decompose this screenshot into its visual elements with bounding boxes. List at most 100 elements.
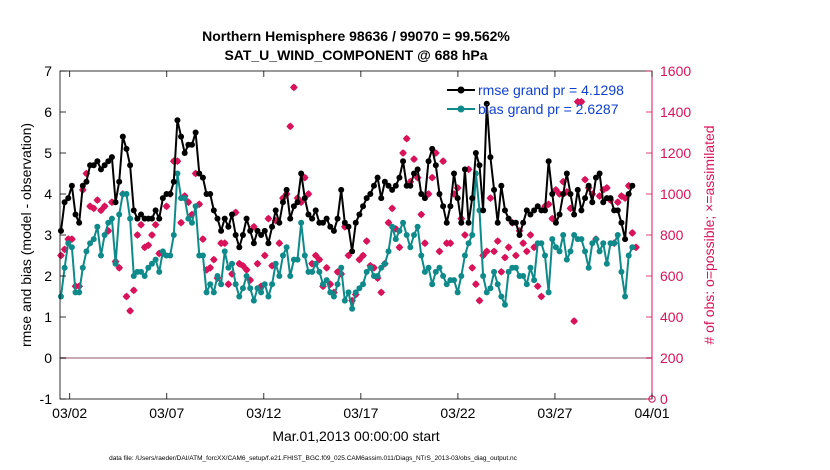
rmse-point [545,158,552,165]
rmse-point [440,203,447,210]
bias-point [360,281,367,288]
rmse-point [276,219,283,226]
bias-point [523,281,530,288]
bias-point [436,264,443,271]
bias-point [254,285,261,292]
bias-point [218,281,225,288]
bias-point [105,219,112,226]
obs-possible-marker [276,240,283,247]
plot-frame [60,71,652,399]
rmse-point [381,178,388,185]
rmse-point [72,211,79,218]
bias-point [101,232,108,238]
bias-point [400,219,407,226]
bias-point [549,236,556,243]
rmse-point [90,162,97,169]
rmse-point [239,232,246,238]
rmse-point [214,215,221,222]
bias-point [563,256,570,263]
rmse-point [385,182,392,189]
obs-possible-marker [134,231,141,239]
bias-point [618,268,625,275]
bias-point [188,219,195,226]
rmse-point [178,133,185,140]
obs-possible-marker [410,156,418,163]
rmse-point [494,219,501,226]
obs-possible-marker [418,211,425,218]
rmse-point [574,186,581,193]
bias-point [341,297,348,304]
obs-possible-marker [316,256,323,263]
rmse-point [556,211,563,218]
bias-point [622,293,629,300]
right-tick-label: 600 [660,268,684,284]
rmse-point [83,178,90,185]
rmse-point [400,158,407,165]
rmse-point [410,170,417,177]
rmse-point [287,215,294,222]
rmse-point [560,191,567,197]
rmse-point [199,174,206,181]
obs-possible-marker [501,254,509,261]
bias-point [148,260,155,267]
x-tick-label: 04/01 [634,405,669,421]
obs-possible-marker [429,174,436,181]
bias-point [287,273,294,279]
bias-point [356,285,363,292]
bias-point [582,248,589,255]
rmse-point [61,199,68,206]
x-tick-label: 03/07 [149,405,184,421]
bias-point [298,219,305,226]
right-tick-label: 1400 [660,104,691,120]
rmse-point [512,219,519,226]
obs-possible-marker [116,264,123,271]
obs-possible-marker [498,268,505,275]
rmse-point [447,203,454,210]
rmse-point [600,199,607,206]
rmse-point [454,195,461,202]
x-tick-label: 03/17 [343,405,378,421]
obs-possible-marker [396,244,403,251]
left-tick-label: 1 [44,309,52,325]
rmse-point [327,223,334,230]
bias-point [403,232,410,238]
bias-point [538,240,545,247]
bias-point [192,203,199,210]
data-file-footnote: data file: /Users/raeder/DAI/ATM_forcXX/… [109,455,518,462]
rmse-point [534,203,541,210]
rmse-point [265,240,272,247]
right-tick-label: 1600 [660,63,691,79]
right-tick-label: 400 [660,309,684,325]
bias-point [392,236,399,243]
bias-point [429,281,436,288]
bias-point [94,223,101,230]
bias-point [269,281,276,288]
bias-point [498,293,505,300]
bias-point [381,260,388,267]
obs-possible-marker [469,264,476,271]
rmse-point [578,207,585,214]
obs-possible-marker [148,231,156,239]
bias-point [221,248,228,255]
left-axis-label: rmse and bias (model - observation) [18,123,34,347]
rmse-point [582,195,589,202]
bias-point [159,248,166,255]
bias-point [501,301,508,308]
obs-possible-marker [199,236,206,243]
obs-possible-marker [323,264,330,271]
rmse-point [563,170,570,177]
bias-point [552,244,559,251]
bias-point [261,281,268,288]
rmse-point [505,215,512,222]
obs-possible-marker [483,248,490,255]
bias-point [229,260,236,267]
bias-point [389,223,396,230]
bias-point [465,240,472,247]
obs-possible-marker [97,207,105,214]
left-tick-label: 6 [44,104,52,120]
x-tick-label: 03/02 [52,405,87,421]
rmse-point [188,141,195,148]
rmse-point [618,219,625,226]
rmse-point [236,244,243,251]
bias-point [454,289,461,296]
